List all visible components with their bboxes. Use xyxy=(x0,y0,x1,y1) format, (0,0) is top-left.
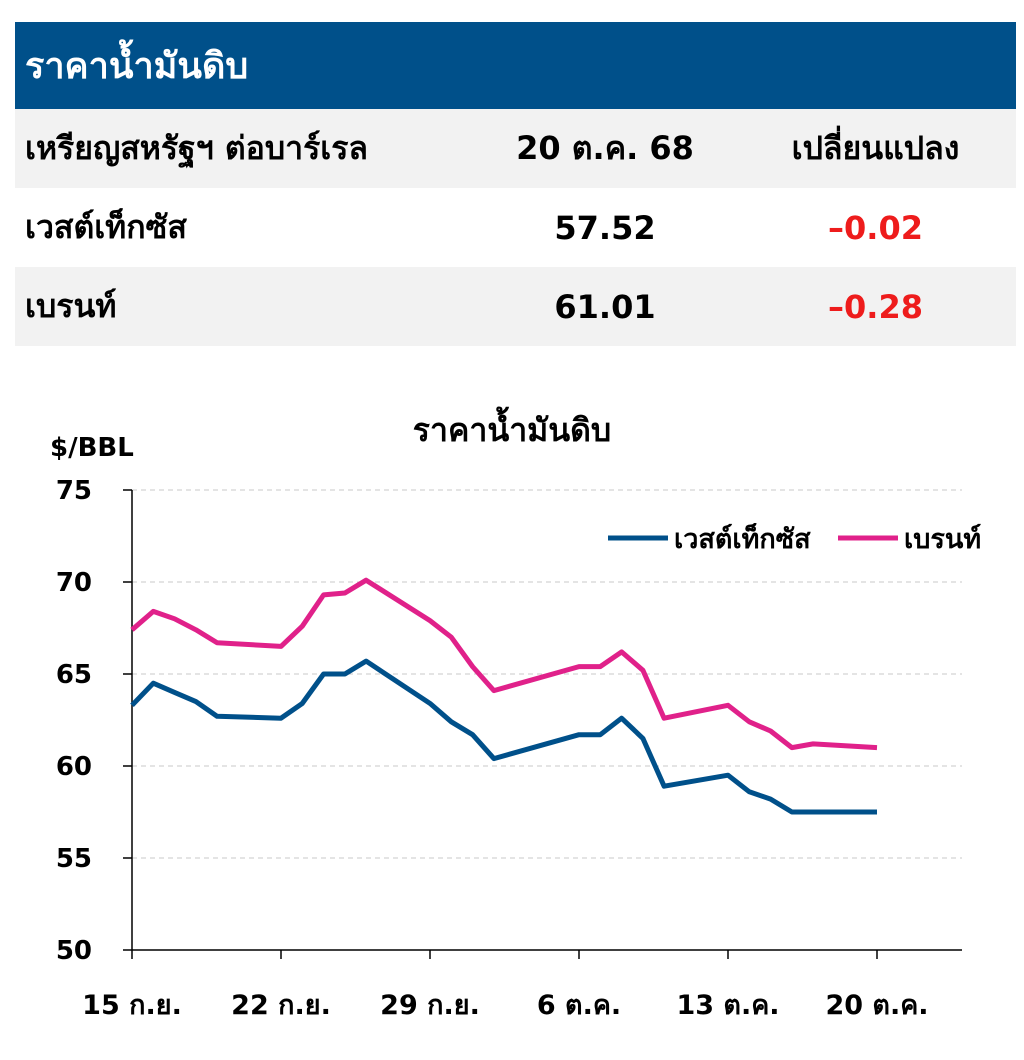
y-tick-label: 70 xyxy=(56,568,92,598)
price-table: ราคาน้ำมันดิบ เหรียญสหรัฐฯ ต่อบาร์เรล 20… xyxy=(15,22,1016,346)
table-title: ราคาน้ำมันดิบ xyxy=(15,22,1016,109)
x-tick-label: 20 ต.ค. xyxy=(825,990,928,1021)
legend-label: เวสต์เท็กซัส xyxy=(674,521,811,555)
row-name: เวสต์เท็กซัส xyxy=(25,208,187,246)
series-line-wti xyxy=(130,658,877,815)
x-tick-label: 15 ก.ย. xyxy=(82,990,182,1021)
x-tick-label: 29 ก.ย. xyxy=(380,990,480,1021)
table-header-row: เหรียญสหรัฐฯ ต่อบาร์เรล 20 ต.ค. 68 เปลี่… xyxy=(15,109,1016,188)
x-tick-label: 13 ต.ค. xyxy=(676,990,779,1021)
y-tick-label: 65 xyxy=(56,660,92,690)
y-tick-label: 60 xyxy=(56,752,92,782)
x-tick-label: 6 ต.ค. xyxy=(537,990,621,1021)
y-tick-label: 55 xyxy=(56,844,92,874)
y-tick-label: 50 xyxy=(56,936,92,966)
row-change: –0.02 xyxy=(828,208,923,247)
header-change: เปลี่ยนแปลง xyxy=(791,129,960,167)
row-name: เบรนท์ xyxy=(25,287,117,325)
y-axis-unit: $/BBL xyxy=(50,433,134,463)
line-chart-svg: 50 55 60 65 70 75 15 ก.ย. 22 ก.ย. 29 ก.ย. 6 ต.ค. 1… xyxy=(56,476,981,1021)
oil-price-chart: ราคาน้ำมันดิบ $/BBL 50 55 60 65 70 75 15 ก.ย. 2… xyxy=(0,395,1024,1060)
row-price: 57.52 xyxy=(554,208,656,247)
x-tick-label: 22 ก.ย. xyxy=(231,990,331,1021)
header-date: 20 ต.ค. 68 xyxy=(516,129,694,167)
series-line-brent xyxy=(130,577,878,751)
table-row: เวสต์เท็กซัส 57.52 –0.02 xyxy=(15,188,1016,267)
y-tick-label: 75 xyxy=(56,476,92,506)
row-price: 61.01 xyxy=(554,287,656,326)
row-change: –0.28 xyxy=(828,287,923,326)
legend-label: เบรนท์ xyxy=(904,523,981,555)
table-row: เบรนท์ 61.01 –0.28 xyxy=(15,267,1016,346)
header-unit: เหรียญสหรัฐฯ ต่อบาร์เรล xyxy=(25,129,369,167)
chart-title: ราคาน้ำมันดิบ xyxy=(412,411,612,449)
